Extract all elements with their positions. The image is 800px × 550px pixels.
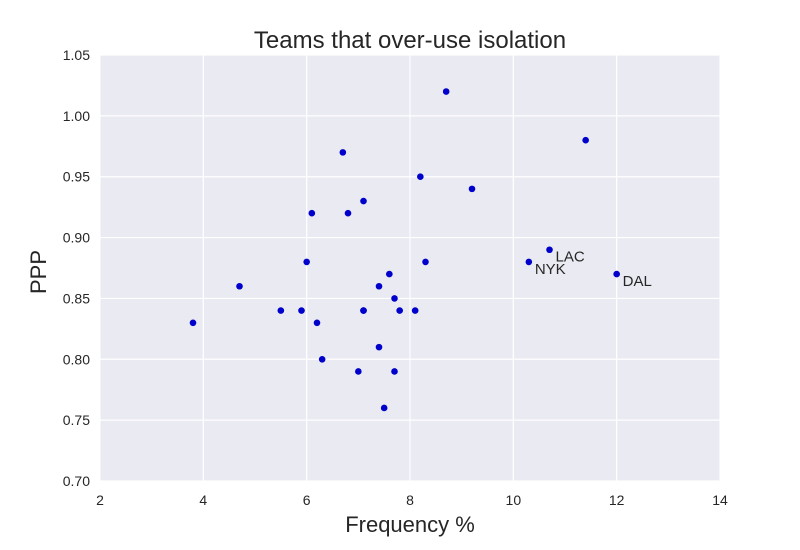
- data-point: [386, 270, 393, 278]
- x-tick-label: 4: [199, 492, 207, 508]
- data-point: [396, 307, 403, 314]
- y-axis-label: PPP: [26, 250, 51, 294]
- y-tick-label: 0.85: [63, 290, 90, 306]
- data-point: [582, 136, 589, 144]
- point-label: NYK: [535, 261, 566, 278]
- point-label: DAL: [623, 273, 652, 290]
- data-point: [277, 307, 285, 314]
- data-point: [613, 270, 620, 278]
- data-point: [360, 307, 367, 314]
- data-point: [442, 88, 450, 95]
- data-point: [417, 173, 424, 181]
- data-point: [380, 404, 388, 412]
- data-point: [375, 282, 383, 290]
- data-point: [344, 209, 352, 217]
- point-label: LAC: [556, 249, 585, 266]
- x-tick-label: 12: [609, 492, 625, 508]
- data-point: [313, 319, 321, 327]
- data-point: [308, 209, 316, 217]
- x-axis-label: Frequency %: [345, 512, 475, 537]
- data-point: [355, 368, 362, 375]
- x-tick-labels: 2 4 6 8 10 12 14: [96, 492, 728, 508]
- data-point: [318, 355, 326, 363]
- data-point: [525, 258, 533, 266]
- y-tick-label: 1.05: [63, 47, 90, 63]
- y-tick-labels: 0.70 0.75 0.80 0.85 0.90 0.95 1.00 1.05: [63, 47, 90, 489]
- x-gridlines: [99, 55, 721, 481]
- x-tick-label: 14: [712, 492, 728, 508]
- x-tick-label: 10: [506, 492, 522, 508]
- data-point: [360, 197, 367, 205]
- y-tick-label: 1.00: [63, 108, 90, 124]
- y-tick-label: 0.75: [63, 412, 90, 428]
- data-point: [391, 368, 398, 375]
- data-point: [236, 282, 243, 290]
- y-gridlines: [100, 54, 720, 482]
- data-point: [375, 343, 383, 351]
- data-point: [391, 295, 398, 302]
- data-point: [189, 319, 197, 327]
- data-point: [468, 185, 476, 193]
- y-tick-label: 0.95: [63, 169, 90, 185]
- y-tick-label: 0.90: [63, 230, 90, 246]
- x-tick-label: 2: [96, 492, 104, 508]
- data-points: [189, 88, 620, 412]
- data-point: [411, 307, 419, 314]
- data-point: [339, 149, 347, 156]
- data-point: [298, 307, 305, 314]
- y-tick-label: 0.80: [63, 351, 90, 367]
- y-tick-label: 0.70: [63, 473, 90, 489]
- x-tick-label: 6: [303, 492, 311, 508]
- data-point: [546, 246, 553, 254]
- x-tick-label: 8: [406, 492, 414, 508]
- data-point: [422, 258, 429, 266]
- data-point: [303, 258, 310, 266]
- chart-title: Teams that over-use isolation: [254, 27, 566, 54]
